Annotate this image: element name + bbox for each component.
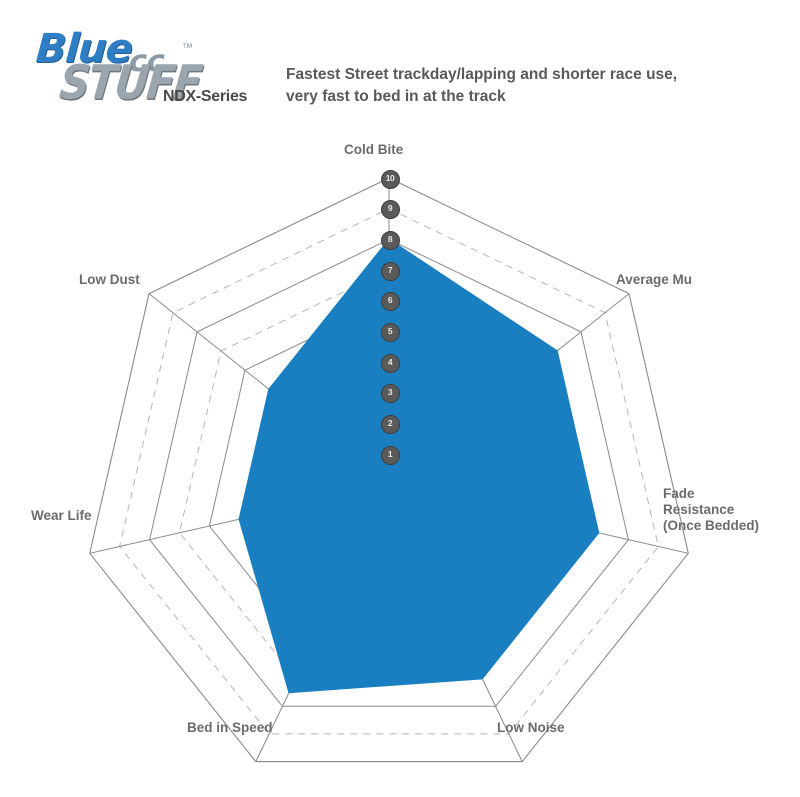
scale-tick-5: 5 — [380, 323, 400, 342]
radar-chart-svg — [89, 177, 689, 763]
grid-ring-9 — [119, 208, 659, 735]
scale-tick-2: 2 — [380, 415, 400, 435]
axis-label-wear-life: Wear Life — [31, 508, 92, 523]
axis-label-cold-bite: Cold Bite — [344, 142, 404, 157]
scale-tick-10: 10 — [380, 169, 400, 189]
grid-ring-10 — [89, 177, 689, 763]
scale-tick-9: 9 — [380, 200, 400, 220]
axis-label-fade-resistance: Fade Resistance (Once Bedded) — [663, 486, 759, 534]
axis-label-fade-line2: Resistance — [663, 501, 735, 517]
bluestuff-logo: Blue cc ™ STUFF — [34, 26, 264, 116]
grid-ring-8 — [149, 238, 629, 707]
scale-tick-1: 1 — [380, 445, 400, 465]
radar-chart: 10 9 8 7 6 5 4 3 2 1 Cold Bite Average M… — [0, 130, 800, 797]
header-banner: Blue cc ™ STUFF NDX-Series Fastest Stree… — [0, 0, 800, 140]
header-tagline: Fastest Street trackday/lapping and shor… — [286, 66, 678, 105]
scale-tick-8: 8 — [380, 230, 400, 250]
trademark-symbol: ™ — [182, 42, 193, 54]
scale-tick-7: 7 — [380, 261, 400, 281]
series-name: NDX-Series — [163, 88, 248, 105]
axis-label-average-mu: Average Mu — [616, 272, 693, 287]
axis-label-fade-line1: Fade — [663, 486, 695, 501]
data-series-polygon — [238, 238, 600, 694]
axis-label-bed-in-speed: Bed in Speed — [187, 720, 273, 735]
axis-label-fade-line3: (Once Bedded) — [663, 517, 760, 533]
scale-tick-6: 6 — [380, 292, 400, 312]
axis-label-low-noise: Low Noise — [497, 720, 565, 735]
scale-tick-3: 3 — [380, 384, 400, 404]
scale-tick-4: 4 — [380, 353, 400, 373]
axis-label-low-dust: Low Dust — [79, 272, 140, 287]
